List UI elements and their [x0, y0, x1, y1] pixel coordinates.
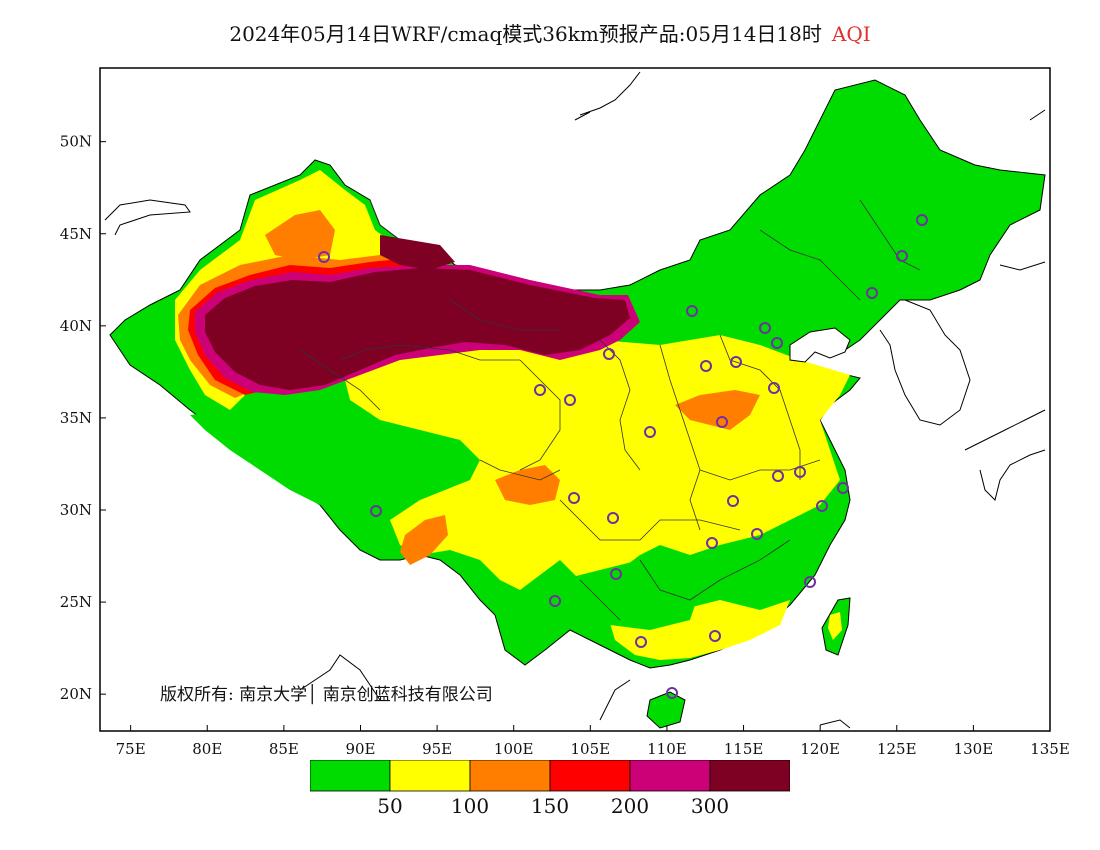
city-marker — [549, 595, 561, 607]
city-marker — [759, 322, 771, 334]
x-tick-label: 85E — [269, 740, 299, 758]
city-marker — [794, 466, 806, 478]
usg-zone-sichuan — [495, 465, 560, 505]
legend-swatch — [549, 760, 631, 792]
x-tick-label: 120E — [800, 740, 840, 758]
usg-zone-north-china — [675, 390, 760, 430]
usg-zone-tibet-east — [400, 515, 448, 565]
city-marker — [730, 356, 742, 368]
legend-swatch — [469, 760, 551, 792]
city-marker — [635, 636, 647, 648]
legend-swatch — [310, 760, 391, 792]
x-tick-label: 95E — [422, 740, 452, 758]
city-marker — [772, 470, 784, 482]
legend-label: 50 — [377, 794, 402, 818]
bohai-coastline — [789, 327, 851, 363]
city-marker — [866, 287, 878, 299]
city-marker — [709, 630, 721, 642]
city-marker — [644, 426, 656, 438]
legend-label: 100 — [451, 794, 489, 818]
city-marker — [706, 537, 718, 549]
city-marker — [666, 687, 678, 699]
aqi-field — [104, 71, 1046, 729]
title-text: 2024年05月14日WRF/cmaq模式36km预报产品:05月14日18时 — [229, 22, 822, 46]
x-axis: 75E 80E 85E 90E 95E 100E 105E 110E 115E 120E 125E 1… — [116, 725, 1070, 758]
city-marker — [896, 250, 908, 262]
y-tick-label: 25N — [60, 593, 92, 611]
city-marker — [564, 394, 576, 406]
x-tick-label: 130E — [954, 740, 994, 758]
legend-label: 150 — [531, 794, 569, 818]
city-marker — [751, 528, 763, 540]
city-marker — [727, 495, 739, 507]
map-title: 2024年05月14日WRF/cmaq模式36km预报产品:05月14日18时 A… — [0, 18, 1100, 47]
korea-coastline — [879, 299, 971, 426]
legend-label: 200 — [611, 794, 649, 818]
caspian-coastline — [104, 199, 191, 236]
legend-swatch — [629, 760, 711, 792]
y-tick-label: 50N — [60, 133, 92, 151]
x-tick-label: 105E — [571, 740, 611, 758]
city-marker — [318, 251, 330, 263]
good-zone-yunnan — [560, 560, 700, 630]
city-marker — [610, 568, 622, 580]
city-marker — [816, 500, 828, 512]
x-tick-label: 80E — [192, 740, 222, 758]
x-tick-label: 110E — [647, 740, 687, 758]
southeast-asia-coastline — [299, 654, 851, 729]
x-tick-label: 115E — [724, 740, 764, 758]
legend-swatch — [709, 760, 790, 792]
city-marker — [686, 305, 698, 317]
taiwan-moderate — [828, 612, 842, 640]
plot-frame — [99, 67, 1051, 732]
y-tick-label: 30N — [60, 501, 92, 519]
usg-zone-xinjiang-north — [265, 210, 335, 260]
y-tick-label: 35N — [60, 409, 92, 427]
city-marker — [716, 416, 728, 428]
good-zone-tibet — [190, 410, 380, 505]
city-marker — [607, 512, 619, 524]
y-axis: 20N 25N 30N 35N 40N 45N 50N — [60, 133, 106, 703]
city-marker — [916, 214, 928, 226]
color-legend: 50 100 150 200 300 — [310, 760, 790, 818]
city-marker — [700, 360, 712, 372]
y-tick-label: 40N — [60, 317, 92, 335]
city-marker — [771, 337, 783, 349]
legend-swatch — [389, 760, 471, 792]
hainan-island — [646, 691, 686, 729]
copyright-text: 版权所有: 南京大学│ 南京创蓝科技有限公司 — [160, 685, 493, 705]
y-tick-label: 45N — [60, 225, 92, 243]
x-tick-label: 125E — [877, 740, 917, 758]
x-tick-label: 100E — [494, 740, 534, 758]
hazardous-zone-taklimakan — [205, 268, 630, 390]
sakhalin-coastline — [999, 109, 1046, 271]
legend-label: 300 — [691, 794, 729, 818]
city-markers — [318, 214, 928, 699]
title-variable: AQI — [831, 22, 871, 46]
city-marker — [768, 382, 780, 394]
japan-coastline — [964, 409, 1046, 501]
baikal-coastline — [574, 71, 641, 121]
city-marker — [568, 492, 580, 504]
city-marker — [370, 505, 382, 517]
x-tick-label: 75E — [116, 740, 146, 758]
x-tick-label: 90E — [345, 740, 375, 758]
city-marker — [603, 348, 615, 360]
y-tick-label: 20N — [60, 685, 92, 703]
hazardous-zone-gobi — [380, 235, 455, 270]
city-marker — [837, 482, 849, 494]
city-marker — [804, 576, 816, 588]
x-tick-label: 135E — [1030, 740, 1070, 758]
city-marker — [534, 384, 546, 396]
